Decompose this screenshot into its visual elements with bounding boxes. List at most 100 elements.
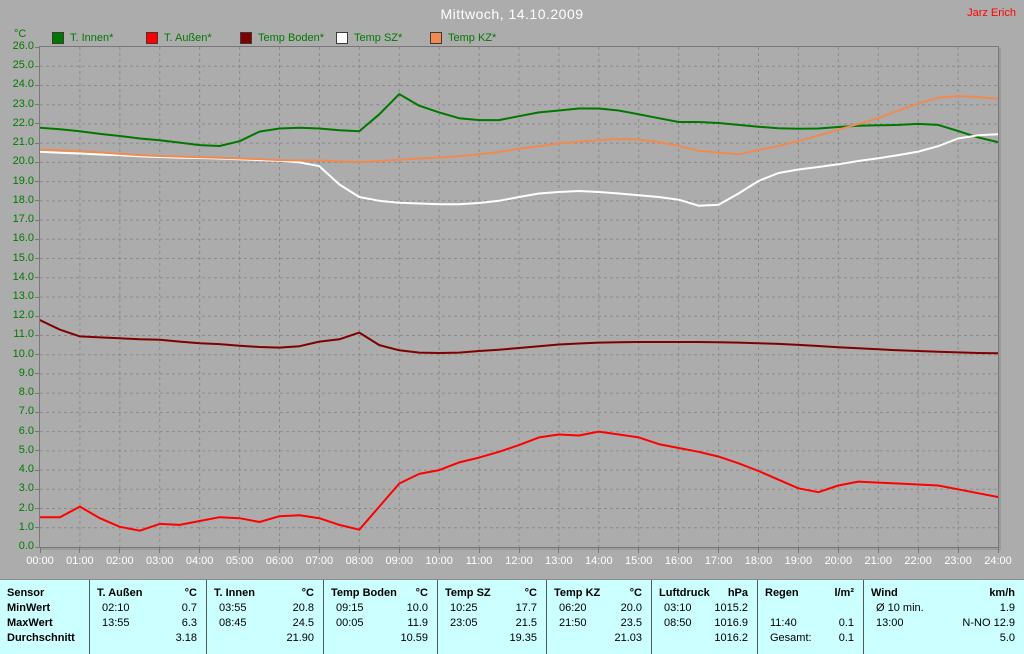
- y-tick-mark: [35, 334, 40, 336]
- stats-min-row-left: 03:10: [664, 601, 692, 614]
- y-tick-label: 7.0: [18, 405, 34, 418]
- x-tick-label: 08:00: [345, 555, 374, 567]
- y-tick-label: 23.0: [12, 97, 34, 110]
- y-tick-mark: [35, 469, 40, 471]
- stats-header-left: Luftdruck: [659, 586, 710, 599]
- y-tick-mark: [35, 219, 40, 221]
- legend-series-label: Temp KZ*: [448, 31, 497, 44]
- x-tick-mark: [239, 548, 241, 553]
- stats-column-temp-boden: Temp Boden °C 09:15 10.0 00:05 11.9 10.59: [323, 580, 437, 654]
- stats-header-value: l/m²: [834, 586, 854, 599]
- stats-min-row-left: 06:20: [559, 601, 587, 614]
- stats-min-row: 03:55 20.8: [207, 600, 323, 615]
- stats-avg-row: 21.03: [547, 630, 651, 645]
- x-tick-mark: [79, 548, 81, 553]
- x-tick-mark: [279, 548, 280, 553]
- plot-area: [39, 46, 999, 548]
- stats-avg-row-value: 0.1: [838, 631, 854, 644]
- x-tick-mark: [957, 548, 959, 553]
- x-tick-label: 01:00: [66, 555, 94, 567]
- x-tick-mark: [758, 548, 759, 553]
- stats-avg-row: 3.18: [90, 630, 206, 645]
- stats-header-value: °C: [184, 586, 197, 599]
- stats-max-row-value: 21.5: [515, 616, 537, 629]
- legend-color-swatch: [146, 31, 158, 44]
- legend-color-swatch: [240, 31, 252, 44]
- y-tick-label: 19.0: [12, 174, 34, 187]
- stats-avg-row-value: 19.35: [509, 631, 537, 644]
- stats-header-left: Temp KZ: [554, 586, 601, 599]
- y-tick-label: 5.0: [18, 443, 34, 456]
- y-tick-label: 0.0: [18, 540, 34, 552]
- y-tick-label: 26.0: [12, 40, 34, 52]
- x-tick-label: 05:00: [225, 555, 254, 567]
- stats-max-row-left: 13:00: [876, 616, 904, 629]
- stats-header-value: °C: [629, 586, 642, 599]
- x-tick-mark: [318, 548, 320, 553]
- x-tick-label: 00:00: [26, 555, 54, 567]
- x-tick-label: 02:00: [106, 555, 134, 567]
- stats-row-label: Sensor: [7, 586, 45, 599]
- legend-series-label: Temp Boden*: [258, 31, 325, 44]
- stats-min-row: Ø 10 min. 1.9: [864, 600, 1024, 615]
- series-line-t-au-en-: [40, 430, 998, 532]
- x-tick-mark: [518, 548, 520, 553]
- stats-max-row-value: 1016.9: [714, 616, 748, 629]
- y-tick-label: 12.0: [12, 309, 34, 322]
- stats-max-row: 00:05 11.9: [324, 615, 437, 630]
- x-tick-label: 07:00: [305, 555, 334, 567]
- stats-max-row: 08:50 1016.9: [652, 615, 757, 630]
- stats-header-value: hPa: [727, 586, 748, 599]
- y-tick-mark: [35, 488, 40, 490]
- chart-canvas: [40, 47, 998, 547]
- stats-min-row-left: 09:15: [336, 601, 364, 614]
- x-tick-mark: [837, 548, 839, 553]
- stats-min-row-value: 20.0: [620, 601, 642, 614]
- stats-header-left: Temp SZ: [445, 586, 491, 599]
- stats-min-row-left: 03:55: [219, 601, 247, 614]
- x-tick-label: 22:00: [904, 555, 932, 567]
- y-tick-mark: [35, 546, 40, 548]
- x-tick-label: 04:00: [185, 555, 214, 567]
- y-tick-mark: [35, 527, 40, 529]
- y-tick-mark: [35, 373, 40, 375]
- y-tick-label: 11.0: [13, 328, 34, 341]
- x-tick-mark: [358, 548, 360, 553]
- series-line-t-innen-: [40, 93, 998, 147]
- y-tick-label: 9.0: [18, 366, 34, 379]
- stats-max-row-left: 11:40: [770, 616, 797, 629]
- stats-row-label: MinWert: [7, 601, 51, 614]
- stats-min-row-value: 17.7: [515, 601, 537, 614]
- stats-header-value: °C: [301, 586, 314, 599]
- stats-min-row: 10:25 17.7: [438, 600, 546, 615]
- x-tick-label: 23:00: [944, 555, 972, 567]
- user-name-label: Jarz Erich: [967, 7, 1016, 19]
- stats-header-left: Regen: [765, 586, 799, 599]
- stats-column-regen: Regen l/m² 11:40 0.1 Gesamt: 0.1: [757, 580, 863, 654]
- stats-header: T. Außen °C: [90, 585, 206, 600]
- x-tick-mark: [39, 548, 41, 553]
- x-tick-mark: [997, 548, 999, 553]
- y-tick-mark: [35, 161, 40, 163]
- stats-max-row-value: 24.5: [292, 616, 314, 629]
- stats-avg-row: Gesamt: 0.1: [758, 630, 863, 645]
- stats-header: Wind km/h: [864, 585, 1024, 600]
- legend-item-t-au-en-: T. Außen*: [146, 31, 212, 44]
- x-tick-label: 24:00: [984, 555, 1012, 567]
- y-tick-mark: [35, 104, 40, 106]
- x-tick-mark: [917, 548, 919, 553]
- stats-max-row-value: 11.9: [407, 616, 428, 629]
- stats-row-label: Durchschnitt: [7, 631, 75, 644]
- stats-avg-row: 1016.2: [652, 630, 757, 645]
- legend-color-swatch: [52, 31, 64, 44]
- stats-row-labels-column: Sensor MinWert MaxWert Durchschnitt: [0, 580, 89, 654]
- stats-max-row: 08:45 24.5: [207, 615, 323, 630]
- y-tick-mark: [35, 84, 40, 86]
- x-tick-mark: [199, 548, 201, 553]
- y-tick-mark: [35, 65, 40, 67]
- stats-header: Temp KZ °C: [547, 585, 651, 600]
- y-tick-mark: [35, 392, 40, 394]
- stats-column-t-innen: T. Innen °C 03:55 20.8 08:45 24.5 21.90: [206, 580, 323, 654]
- x-tick-label: 17:00: [704, 555, 733, 567]
- y-tick-mark: [35, 354, 40, 356]
